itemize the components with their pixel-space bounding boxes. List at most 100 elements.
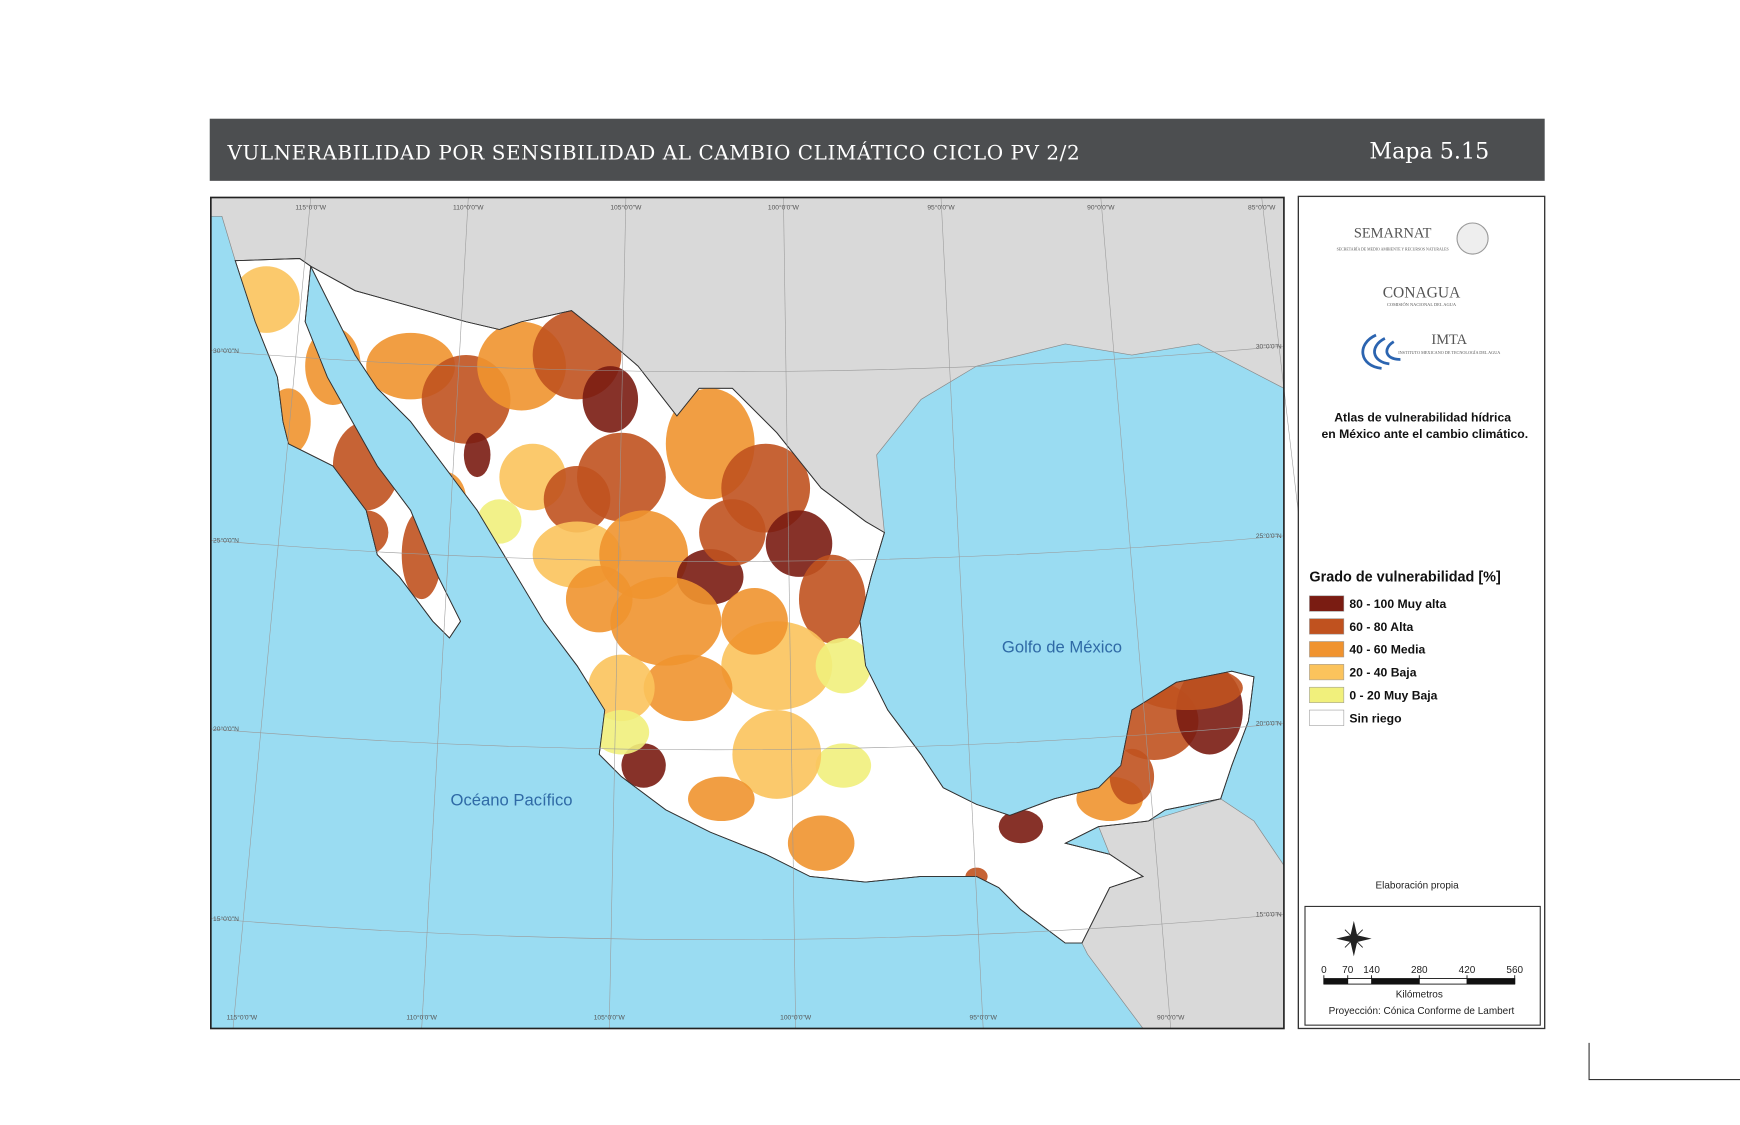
scale-tick-label: 420: [1459, 965, 1476, 976]
seal-icon: [1456, 222, 1489, 255]
legend-label: Sin riego: [1349, 711, 1401, 725]
map: 115°0'0"W 110°0'0"W 105°0'0"W 100°0'0"W 95°0…: [210, 196, 1359, 1030]
legend-swatch: [1309, 641, 1345, 658]
legend-swatch: [1309, 618, 1345, 635]
map-frame: [210, 196, 1285, 1030]
vulnerability-area: [815, 637, 872, 694]
logo-name: CONAGUA: [1383, 284, 1461, 301]
graticule-line: [232, 197, 311, 1029]
graticule-line: [421, 197, 469, 1029]
vulnerability-area: [582, 366, 639, 433]
vulnerability-area: [721, 588, 788, 655]
graticule-label: 25°0'0"N: [213, 537, 239, 545]
graticule-label: 20°0'0"N: [1256, 720, 1282, 728]
graticule-label: 90°0'0"W: [1087, 204, 1115, 212]
scale-bar-segment: [1323, 978, 1348, 985]
vulnerability-area: [577, 432, 666, 522]
graticule-line: [210, 345, 1284, 372]
graticule-label: 115°0'0"W: [295, 204, 326, 212]
graticule-line: [210, 535, 1284, 562]
imta-icon: [1361, 333, 1401, 370]
graticule-label: 105°0'0"W: [610, 204, 642, 212]
scale-tick-label: 140: [1363, 965, 1380, 976]
scale-tick-label: 70: [1342, 965, 1354, 976]
graticule-label: 115°0'0"W: [227, 1014, 258, 1022]
logo-subtitle: COMISIÓN NACIONAL DEL AGUA: [1387, 302, 1457, 307]
graticule-line: [940, 197, 984, 1029]
graticule-label: 15°0'0"N: [213, 915, 239, 923]
scale-unit: Kilómetros: [1396, 989, 1443, 1000]
graticule-label: 95°0'0"W: [970, 1014, 998, 1022]
scale-bar-segment: [1467, 978, 1515, 985]
graticule-line: [1100, 197, 1172, 1029]
sea-label: Golfo de México: [1002, 637, 1122, 656]
graticule-line: [210, 723, 1284, 751]
graticule-label: 25°0'0"N: [1256, 532, 1282, 540]
vulnerability-area: [621, 743, 666, 788]
vulnerability-area: [732, 710, 822, 799]
vulnerability-area: [787, 815, 855, 871]
legend-title: Grado de vulnerabilidad [%]: [1309, 569, 1500, 585]
graticule: 115°0'0"W 110°0'0"W 105°0'0"W 100°0'0"W 95°0…: [210, 197, 1359, 1029]
graticule-label: 105°0'0"W: [594, 1014, 626, 1022]
graticule-label: 90°0'0"W: [1157, 1014, 1185, 1022]
projection: Proyección: Cónica Conforme de Lambert: [1329, 1006, 1515, 1017]
vulnerability-area: [565, 565, 633, 633]
scale-tick-label: 560: [1506, 965, 1523, 976]
graticule-label: 15°0'0"N: [1256, 910, 1282, 918]
atlas-title: en México ante el cambio climático.: [1322, 427, 1529, 441]
graticule-line: [783, 197, 796, 1029]
vulnerability-area: [998, 809, 1044, 844]
legend-label: 0 - 20 Muy Baja: [1349, 688, 1437, 702]
vulnerability-area: [643, 654, 733, 722]
legend-swatch: [1309, 664, 1345, 681]
graticule-line: [608, 197, 627, 1029]
graticule-label: 85°0'0"W: [1248, 204, 1276, 212]
vulnerability-area: [463, 432, 491, 478]
vulnerability-area: [688, 776, 755, 822]
graticule-label: 110°0'0"W: [406, 1014, 437, 1022]
vulnerability-area: [815, 743, 872, 788]
compass-rose: [1336, 920, 1372, 957]
vulnerability-area: [798, 554, 866, 644]
legend-label: 60 - 80 Alta: [1349, 620, 1413, 634]
vulnerability-area: [610, 576, 722, 666]
graticule-label: 30°0'0"N: [1256, 342, 1282, 350]
sea-label: Océano Pacífico: [451, 790, 573, 809]
header-title: VULNERABILIDAD POR SENSIBILIDAD AL CAMBI…: [226, 141, 1080, 165]
vulnerability-area: [588, 654, 655, 722]
vulnerability-area: [593, 710, 650, 755]
vulnerability-area: [699, 499, 766, 566]
atlas-title: Atlas de vulnerabilidad hídrica: [1334, 411, 1511, 425]
scale-box: [1304, 905, 1541, 1026]
legend: 80 - 100 Muy alta 60 - 80 Alta 40 - 60 Med…: [1309, 595, 1446, 726]
logo-name: IMTA: [1431, 332, 1467, 348]
scale-tick-label: 0: [1321, 965, 1327, 976]
legend-label: 40 - 60 Media: [1349, 643, 1425, 657]
legend-label: 20 - 40 Baja: [1349, 666, 1416, 680]
vulnerability-area: [765, 510, 833, 577]
graticule-label: 20°0'0"N: [213, 725, 239, 733]
logo-name: SEMARNAT: [1354, 225, 1432, 241]
logo-subtitle: INSTITUTO MEXICANO DE TECNOLOGÍA DEL AGU…: [1398, 350, 1500, 355]
graticule-label: 95°0'0"W: [927, 204, 955, 212]
legend-swatch: [1309, 709, 1345, 726]
graticule-label: 100°0'0"W: [780, 1014, 812, 1022]
scale-bar-segment: [1371, 978, 1420, 985]
side-panel: [1297, 195, 1546, 1030]
logo-subtitle: SECRETARÍA DE MEDIO AMBIENTE Y RECURSOS …: [1337, 247, 1449, 252]
graticule-label: 110°0'0"W: [453, 204, 484, 212]
scale-tick-label: 280: [1411, 965, 1428, 976]
map-number: Mapa 5.15: [1369, 139, 1489, 165]
scale-bar: 0 70 140 280 420 560: [1321, 965, 1524, 985]
legend-swatch: [1309, 686, 1345, 704]
legend-label: 80 - 100 Muy alta: [1349, 597, 1446, 611]
credit: Elaboración propia: [1376, 881, 1460, 892]
corner-mark: [1588, 1042, 1740, 1081]
graticule-line: [210, 913, 1284, 941]
graticule-label: 100°0'0"W: [768, 204, 800, 212]
legend-swatch: [1309, 595, 1345, 612]
graticule-label: 30°0'0"N: [213, 347, 239, 355]
header-bar: [209, 118, 1545, 181]
